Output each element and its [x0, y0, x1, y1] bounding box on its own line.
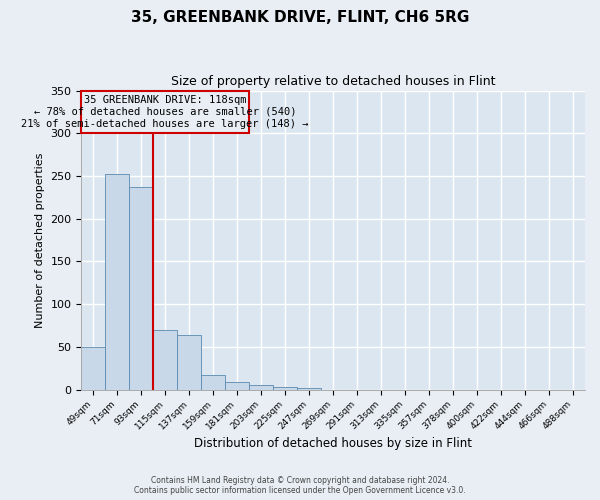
Bar [153, 330, 177, 390]
Bar [177, 335, 201, 390]
Y-axis label: Number of detached properties: Number of detached properties [35, 152, 45, 328]
Bar [201, 375, 225, 390]
Title: Size of property relative to detached houses in Flint: Size of property relative to detached ho… [171, 75, 496, 88]
Text: 35 GREENBANK DRIVE: 118sqm
← 78% of detached houses are smaller (540)
21% of sem: 35 GREENBANK DRIVE: 118sqm ← 78% of deta… [22, 96, 309, 128]
FancyBboxPatch shape [81, 90, 249, 134]
Bar [249, 386, 273, 390]
Bar [297, 388, 321, 390]
X-axis label: Distribution of detached houses by size in Flint: Distribution of detached houses by size … [194, 437, 472, 450]
Text: Contains HM Land Registry data © Crown copyright and database right 2024.
Contai: Contains HM Land Registry data © Crown c… [134, 476, 466, 495]
Bar [225, 382, 249, 390]
Bar [81, 347, 105, 390]
Bar [129, 187, 153, 390]
Text: 35, GREENBANK DRIVE, FLINT, CH6 5RG: 35, GREENBANK DRIVE, FLINT, CH6 5RG [131, 10, 469, 25]
Bar [105, 174, 129, 390]
Bar [273, 387, 297, 390]
